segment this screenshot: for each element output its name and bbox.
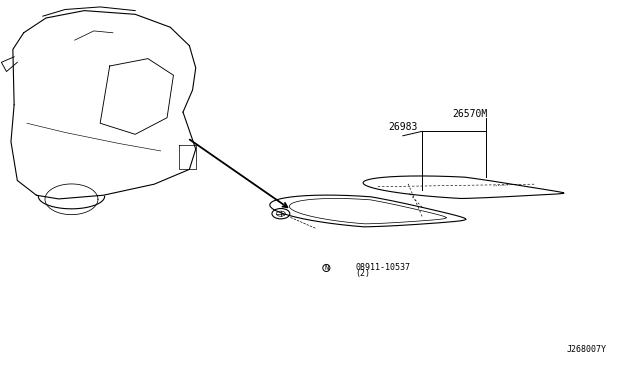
Text: 26570M: 26570M xyxy=(452,109,488,119)
Text: N: N xyxy=(324,265,328,271)
Text: 08911-10537: 08911-10537 xyxy=(355,263,410,272)
Text: J268007Y: J268007Y xyxy=(567,345,607,354)
Text: 26983: 26983 xyxy=(388,122,417,132)
Text: (2): (2) xyxy=(355,269,370,278)
